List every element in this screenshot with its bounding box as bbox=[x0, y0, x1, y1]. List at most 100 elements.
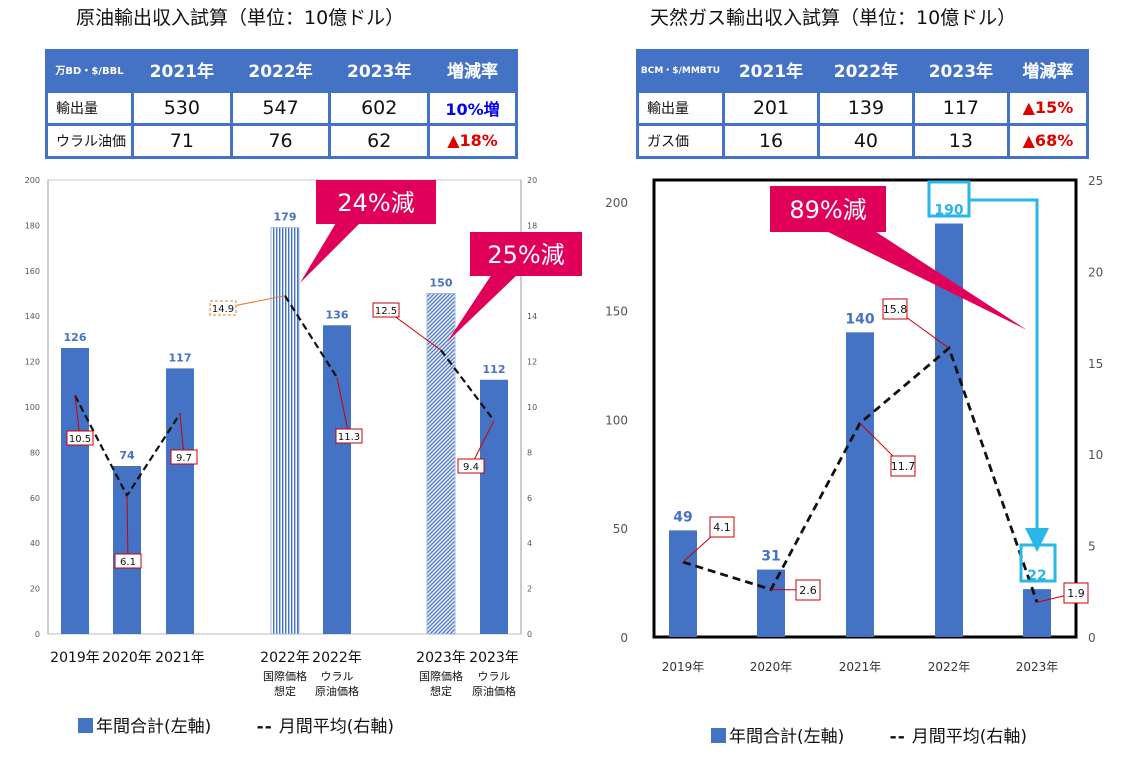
oil-line-value-label: 11.3 bbox=[338, 432, 360, 443]
legend-line-label: 月間平均(右軸) bbox=[278, 717, 395, 737]
oil-bar bbox=[426, 293, 456, 635]
oil-line-leader bbox=[336, 377, 350, 437]
oil-cell: 62 bbox=[328, 122, 431, 159]
oil-line-value-label: 12.5 bbox=[375, 306, 397, 317]
oil-category-label: 原油価格 bbox=[472, 684, 516, 698]
gas-bar bbox=[757, 569, 785, 637]
gas-line-value-label: 15.8 bbox=[883, 303, 908, 316]
gas-line-value-box bbox=[795, 579, 821, 601]
oil-table-header: 増減率 bbox=[428, 49, 517, 91]
gas-left-tick: 150 bbox=[605, 305, 628, 319]
gas-right-tick: 25 bbox=[1088, 174, 1103, 188]
gas-row-label: 輸出量 bbox=[636, 89, 725, 126]
gas-table-header: 2021年 bbox=[723, 49, 819, 91]
oil-category-label: 2023年 bbox=[469, 650, 519, 666]
gas-left-tick: 200 bbox=[605, 196, 628, 210]
oil-line-leader bbox=[126, 495, 129, 562]
oil-right-tick: 18 bbox=[527, 221, 537, 230]
oil-table-header: 2023年 bbox=[329, 49, 429, 91]
gas-kpi-table: BCM・$/MMBTU 2021年 2022年 2023年 増減率 輸出量 20… bbox=[636, 49, 1090, 159]
oil-rate-cell: 10%増 bbox=[427, 89, 518, 126]
gas-cell: 13 bbox=[911, 122, 1010, 159]
oil-row-label: ウラル油価 bbox=[45, 122, 134, 159]
oil-callout-text: 24%減 bbox=[337, 189, 414, 217]
gas-left-tick: 0 bbox=[620, 631, 628, 645]
gas-table-corner: BCM・$/MMBTU bbox=[637, 49, 724, 91]
oil-line-value-box bbox=[209, 300, 237, 316]
gas-table-header: 2022年 bbox=[818, 49, 914, 91]
gas-callout-pointer bbox=[820, 228, 1027, 330]
oil-line-series bbox=[440, 349, 495, 422]
oil-kpi-table: 万BD・$/BBL 2021年 2022年 2023年 増減率 輸出量 530 … bbox=[45, 49, 518, 159]
gas-bar bbox=[846, 332, 874, 637]
oil-category-label: 2020年 bbox=[102, 650, 152, 666]
oil-bar bbox=[270, 227, 300, 635]
oil-cell: 71 bbox=[131, 122, 233, 159]
oil-table-corner: 万BD・$/BBL bbox=[46, 49, 133, 91]
oil-category-label: 国際価格 bbox=[263, 669, 307, 683]
gas-line-value-label: 2.6 bbox=[799, 584, 817, 597]
gas-callout-box bbox=[770, 186, 886, 232]
oil-chart: 0204060801001201401601802000246810121416… bbox=[25, 176, 582, 698]
gas-bar-value-label: 49 bbox=[673, 509, 692, 525]
oil-chart-title: 原油輸出収入試算（単位：10億ドル） bbox=[76, 7, 405, 29]
oil-right-tick: 10 bbox=[527, 403, 537, 412]
oil-line-value-box bbox=[114, 553, 142, 569]
oil-row-label: 輸出量 bbox=[45, 89, 134, 126]
gas-legend: 年間合計(左軸) -- 月間平均(右軸) bbox=[711, 722, 1027, 747]
gas-bar-value-label: 31 bbox=[761, 549, 780, 565]
gas-line-value-box bbox=[709, 516, 735, 538]
gas-callout-text: 89%減 bbox=[789, 196, 866, 224]
legend-line-label: 月間平均(右軸) bbox=[911, 727, 1028, 747]
legend-line-swatch: -- bbox=[256, 717, 273, 737]
oil-cell: 530 bbox=[131, 89, 233, 126]
legend-bar-label: 年間合計(左軸) bbox=[96, 717, 212, 737]
oil-left-tick: 120 bbox=[25, 358, 40, 367]
gas-bar bbox=[1023, 589, 1051, 637]
gas-line-value-box bbox=[882, 298, 908, 320]
oil-left-tick: 100 bbox=[25, 403, 40, 412]
oil-category-label: 2022年 bbox=[260, 650, 310, 666]
gas-line-value-label: 11.7 bbox=[891, 460, 916, 473]
gas-left-tick: 100 bbox=[605, 413, 628, 427]
oil-left-tick: 180 bbox=[25, 221, 40, 230]
oil-left-tick: 140 bbox=[25, 312, 40, 321]
gas-right-tick: 10 bbox=[1088, 448, 1103, 462]
oil-bar bbox=[323, 325, 351, 634]
oil-left-tick: 160 bbox=[25, 267, 40, 276]
gas-highlight-arrow bbox=[969, 198, 1049, 552]
oil-rate-cell: ▲18% bbox=[427, 122, 518, 159]
gas-category-label: 2023年 bbox=[1016, 660, 1059, 674]
oil-callout-pointer bbox=[447, 274, 518, 342]
oil-line-value-box bbox=[335, 428, 363, 444]
oil-line-value-box bbox=[372, 302, 400, 318]
oil-callout-pointer bbox=[300, 223, 360, 283]
oil-callout-box bbox=[316, 180, 436, 224]
oil-cell: 602 bbox=[328, 89, 431, 126]
oil-cell: 547 bbox=[229, 89, 332, 126]
oil-line-value-label: 9.4 bbox=[463, 462, 479, 473]
legend-line-swatch: -- bbox=[889, 727, 906, 747]
gas-table-header: 増減率 bbox=[1008, 49, 1088, 91]
oil-bar bbox=[480, 379, 508, 634]
oil-right-tick: 6 bbox=[527, 494, 532, 503]
gas-row-label: ガス価 bbox=[636, 122, 725, 159]
oil-right-tick: 14 bbox=[527, 312, 537, 321]
oil-cell: 76 bbox=[229, 122, 332, 159]
oil-bar bbox=[113, 466, 141, 634]
oil-right-tick: 8 bbox=[527, 448, 532, 457]
gas-cell: 40 bbox=[816, 122, 915, 159]
oil-right-tick: 4 bbox=[527, 539, 532, 548]
oil-bar-value-label: 112 bbox=[483, 363, 506, 376]
oil-table-header: 2021年 bbox=[132, 49, 232, 91]
oil-right-tick: 12 bbox=[527, 358, 537, 367]
oil-category-label: 原油価格 bbox=[315, 684, 359, 698]
oil-line-value-label: 6.1 bbox=[120, 557, 136, 568]
gas-rate-cell: ▲15% bbox=[1006, 89, 1090, 126]
oil-line-value-label: 9.7 bbox=[176, 453, 192, 464]
oil-category-label: 2022年 bbox=[312, 650, 362, 666]
gas-category-label: 2021年 bbox=[839, 660, 882, 674]
legend-bar-swatch bbox=[711, 728, 726, 743]
gas-category-label: 2022年 bbox=[928, 660, 971, 674]
